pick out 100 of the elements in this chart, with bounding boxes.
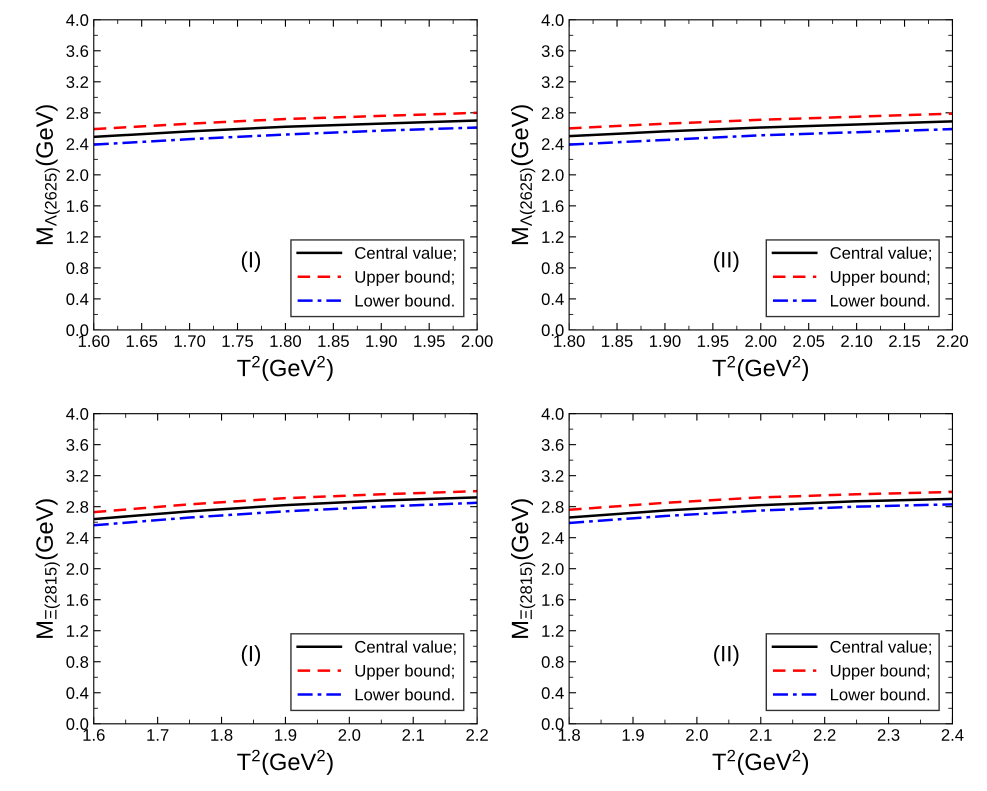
line-series	[94, 502, 478, 527]
legend-label: Upper bound;	[830, 270, 930, 286]
x-tick-label: 2.1	[402, 729, 424, 741]
y-axis-title: M$_{Ξ(2815)}$(GeV)	[510, 499, 536, 638]
x-tick-label: 2.0	[338, 729, 360, 741]
y-axis-title: M$_{Λ(2625)}$(GeV)	[510, 105, 536, 244]
x-tick-label: 1.7	[147, 729, 168, 741]
x-axis-title: T$^{2}$(GeV$^{2}$)	[712, 356, 808, 382]
legend-label: Upper bound;	[356, 664, 454, 680]
y-tick-label: 1.6	[67, 200, 88, 212]
y-tick-label: 2.8	[542, 107, 564, 120]
x-tick-label: 2.05	[793, 335, 824, 348]
x-tick-label: 2.1	[750, 729, 772, 741]
x-tick-label: 1.85	[602, 335, 633, 348]
legend-label: Central value;	[355, 640, 456, 655]
y-tick-label: 1.6	[542, 594, 564, 606]
y-tick-label: 2.0	[542, 169, 564, 182]
x-tick-label: 1.9	[622, 729, 644, 741]
legend-label: Lower bound.	[830, 688, 930, 700]
legend-label: Lower bound.	[356, 688, 454, 700]
x-axis-title: T$^{2}$(GeV$^{2}$)	[712, 750, 808, 775]
y-tick-label: 0.0	[66, 718, 88, 730]
x-tick-label: 2.00	[745, 335, 776, 348]
x-tick-label: 1.95	[414, 335, 445, 348]
y-tick-label: 3.2	[542, 470, 564, 482]
y-tick-label: 1.2	[542, 625, 564, 637]
x-tick-label: 1.65	[126, 335, 158, 348]
line-series	[94, 112, 478, 130]
y-tick-label: 4.0	[66, 14, 88, 26]
x-tick-label: 1.6	[83, 729, 105, 741]
y-tick-label: 3.6	[542, 45, 564, 57]
x-tick-label: 1.70	[174, 335, 206, 348]
x-axis-title: T$^{2}$(GeV$^{2}$)	[237, 356, 333, 382]
annotation: (I)	[242, 645, 260, 666]
y-tick-label: 0.0	[66, 324, 88, 336]
legend-label: Upper bound;	[830, 664, 930, 680]
y-tick-label: 4.0	[541, 408, 564, 420]
x-tick-label: 1.80	[270, 335, 302, 348]
line-series	[569, 503, 952, 524]
y-tick-label: 0.8	[542, 262, 564, 274]
y-tick-label: 2.8	[66, 501, 88, 513]
y-tick-label: 0.4	[66, 293, 88, 306]
line-series	[569, 112, 952, 130]
y-tick-label: 2.0	[542, 563, 564, 575]
y-tick-label: 3.2	[66, 76, 88, 88]
x-tick-label: 2.2	[814, 729, 836, 741]
y-tick-label: 2.4	[542, 138, 564, 150]
legend-label: Central value;	[830, 640, 931, 655]
y-tick-label: 4.0	[541, 14, 564, 26]
y-axis-title: M$_{Λ(2625)}$(GeV)	[36, 105, 60, 244]
legend-label: Central value;	[830, 246, 931, 261]
y-tick-label: 1.2	[542, 231, 564, 243]
y-tick-label: 4.0	[66, 408, 88, 420]
y-tick-label: 1.6	[542, 200, 564, 212]
x-tick-label: 2.20	[937, 335, 968, 348]
x-tick-label: 2.00	[462, 335, 493, 348]
y-axis-title: M$_{Ξ(2815)}$(GeV)	[36, 499, 60, 638]
legend-label: Lower bound.	[830, 294, 930, 307]
y-tick-label: 0.8	[542, 656, 564, 668]
legend-label: Central value;	[355, 246, 456, 261]
y-tick-label: 0.8	[66, 262, 88, 274]
x-tick-label: 1.90	[650, 335, 681, 348]
y-tick-label: 1.2	[67, 231, 88, 243]
y-tick-label: 0.4	[66, 687, 88, 699]
annotation: (II)	[714, 251, 738, 272]
line-series	[569, 128, 952, 146]
annotation: (I)	[242, 251, 260, 272]
x-tick-label: 1.95	[698, 335, 728, 348]
annotation: (II)	[714, 645, 738, 666]
y-tick-label: 3.6	[66, 45, 88, 57]
y-tick-label: 3.2	[66, 470, 88, 482]
y-tick-label: 2.4	[66, 138, 88, 150]
x-tick-label: 1.85	[318, 335, 349, 348]
x-tick-label: 2.3	[878, 729, 900, 741]
x-tick-label: 1.60	[78, 335, 110, 348]
y-tick-label: 3.2	[542, 76, 564, 88]
y-tick-label: 2.0	[66, 563, 88, 575]
x-axis-title: T$^{2}$(GeV$^{2}$)	[237, 750, 333, 775]
y-tick-label: 1.6	[67, 594, 88, 606]
y-tick-label: 0.8	[66, 656, 88, 668]
line-series	[569, 490, 952, 512]
y-tick-label: 0.4	[542, 293, 564, 306]
x-tick-label: 2.2	[466, 729, 488, 741]
x-tick-label: 1.9	[275, 729, 296, 741]
x-tick-label: 2.10	[841, 335, 872, 348]
x-tick-label: 2.0	[686, 729, 708, 741]
line-series	[94, 126, 478, 146]
y-tick-label: 1.2	[67, 625, 88, 637]
y-tick-label: 2.4	[66, 532, 88, 544]
x-tick-label: 1.90	[366, 335, 397, 348]
y-tick-label: 2.4	[542, 532, 564, 544]
legend-label: Lower bound.	[356, 294, 454, 307]
x-tick-label: 2.15	[889, 335, 920, 348]
x-tick-label: 1.8	[558, 729, 580, 741]
x-tick-label: 2.4	[942, 729, 964, 741]
y-tick-label: 2.0	[66, 169, 88, 182]
legend-label: Upper bound;	[356, 270, 454, 286]
y-tick-label: 3.6	[542, 439, 564, 451]
y-tick-label: 0.0	[542, 324, 564, 336]
y-tick-label: 0.0	[542, 718, 564, 730]
